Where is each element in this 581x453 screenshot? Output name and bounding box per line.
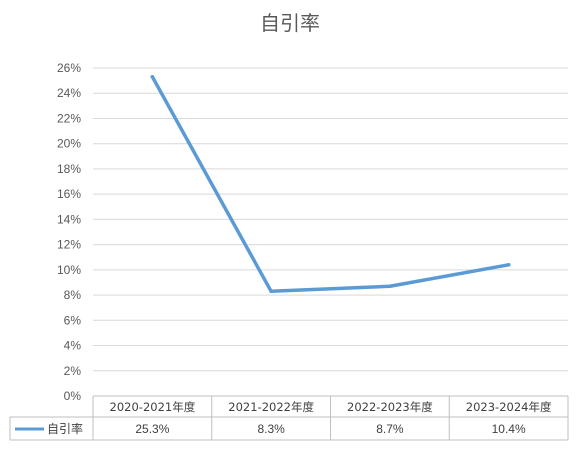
y-tick-label: 8% bbox=[64, 288, 82, 302]
data-label: 25.3% bbox=[135, 422, 169, 436]
data-point bbox=[269, 289, 273, 294]
series-layer bbox=[150, 75, 511, 294]
y-tick-label: 14% bbox=[57, 212, 81, 226]
data-point bbox=[388, 284, 392, 289]
category-label: 2020-2021年度 bbox=[110, 400, 196, 414]
gridlines bbox=[93, 67, 568, 372]
data-point bbox=[506, 263, 511, 267]
data-point bbox=[150, 75, 155, 79]
y-tick-label: 6% bbox=[64, 313, 82, 327]
y-tick-label: 2% bbox=[64, 364, 82, 378]
y-tick-label: 22% bbox=[57, 111, 81, 125]
y-tick-label: 4% bbox=[64, 339, 82, 353]
y-tick-label: 12% bbox=[57, 238, 81, 252]
data-label: 10.4% bbox=[492, 422, 526, 436]
y-tick-label: 10% bbox=[57, 263, 81, 277]
data-label: 8.7% bbox=[376, 422, 404, 436]
y-tick-label: 24% bbox=[57, 86, 81, 100]
y-tick-label: 20% bbox=[57, 137, 81, 151]
y-tick-label: 16% bbox=[57, 187, 81, 201]
y-axis-ticks: 0% 2% 4% 6% 8% 10% 12% 14% 16% 18% 20% 22% 24% 26% bbox=[57, 61, 81, 403]
category-label: 2023-2024年度 bbox=[466, 400, 552, 414]
data-table: 2020-2021年度 2021-2022年度 2022-2023年度 2023-20… bbox=[9, 395, 569, 441]
y-tick-label: 26% bbox=[57, 61, 81, 75]
category-label: 2022-2023年度 bbox=[347, 400, 433, 414]
series-line bbox=[150, 75, 511, 294]
data-label: 8.3% bbox=[257, 422, 285, 436]
category-label: 2021-2022年度 bbox=[228, 400, 314, 414]
chart-title: 自引率 bbox=[260, 11, 320, 35]
y-tick-label: 18% bbox=[57, 162, 81, 176]
y-tick-label: 0% bbox=[64, 389, 82, 403]
legend-label: 自引率 bbox=[47, 421, 83, 436]
